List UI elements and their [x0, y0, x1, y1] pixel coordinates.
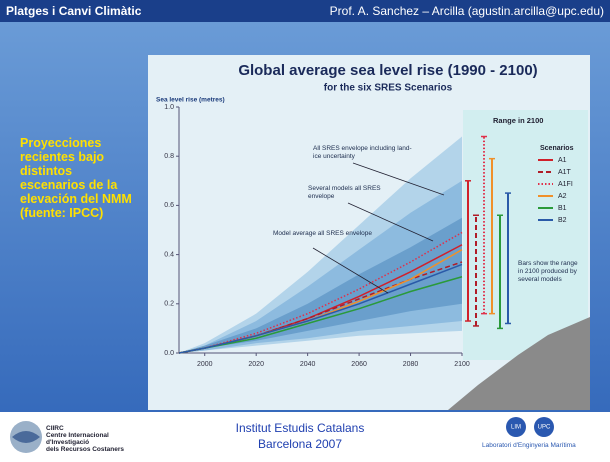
logo-text: LIM: [511, 425, 521, 431]
x-tick-label: 2000: [197, 361, 213, 368]
shore-image: [448, 317, 590, 410]
y-tick-label: 1.0: [164, 104, 174, 111]
annotation-text: Bars show the range in 2100 produced by …: [518, 260, 578, 283]
annotation: Several models all SRES envelope: [308, 185, 381, 200]
annotation-arrow: [347, 202, 434, 242]
y-tick-label: 0.4: [164, 251, 174, 258]
x-tick-label: 2100: [454, 361, 470, 368]
annotation: Bars show the range in 2100 produced by …: [518, 260, 578, 283]
logo-line: dels Recursos Costaners: [46, 446, 125, 453]
y-axis-label: Sea level rise (metres): [156, 97, 225, 104]
y-tick-label: 0.0: [164, 350, 174, 357]
annotation: Model average all SRES envelope: [273, 230, 373, 237]
footer-line: Barcelona 2007: [257, 437, 343, 451]
footer-line: Institut Estudis Catalans: [235, 421, 365, 435]
annotation-text: Model average all SRES envelope: [273, 230, 373, 237]
legend-label: B1: [558, 205, 567, 212]
legend-label: B2: [558, 217, 567, 224]
legend-label: A1FI: [558, 181, 573, 188]
logo-line: Centre Internacional: [46, 432, 109, 439]
legend-label: A1T: [558, 169, 572, 176]
y-tick-label: 0.8: [164, 153, 174, 160]
legend-label: A1: [558, 157, 567, 164]
annotation-arrow: [352, 162, 445, 196]
footer: CIIRC Centre Internacional d'Investigaci…: [0, 412, 610, 462]
inset-title: Range in 2100: [493, 116, 543, 125]
right-logo-text: Laboratori d'Enginyeria Marítima: [482, 442, 576, 449]
series-line: [178, 263, 463, 354]
lim-logo: LIM UPC: [506, 417, 554, 437]
chart-subtitle: for the six SRES Scenarios: [324, 83, 453, 94]
series-line: [178, 231, 463, 354]
ciirc-logo: [10, 421, 42, 453]
chart: Global average sea level rise (1990 - 21…: [148, 55, 590, 410]
legend-label: A2: [558, 193, 567, 200]
logo-line: d'Investigació: [46, 439, 90, 446]
left-logo-text: CIIRC Centre Internacional d'Investigaci…: [46, 425, 124, 453]
chart-title: Global average sea level rise (1990 - 21…: [238, 62, 537, 79]
x-tick-label: 2020: [248, 361, 264, 368]
annotation: All SRES envelope including land-ice unc…: [313, 145, 412, 160]
logo-line: CIIRC: [46, 425, 64, 432]
annotation-arrow: [312, 247, 389, 294]
annotation-text: Several models all SRES envelope: [308, 185, 381, 200]
x-tick-label: 2060: [351, 361, 367, 368]
slide-title: Platges i Canvi Climàtic: [6, 4, 142, 18]
author: Prof. A. Sanchez – Arcilla (agustin.arci…: [329, 4, 604, 18]
y-tick-label: 0.6: [164, 202, 174, 209]
y-tick-label: 0.2: [164, 301, 174, 308]
x-tick-label: 2040: [300, 361, 316, 368]
annotation-text: All SRES envelope including land-ice unc…: [313, 145, 412, 160]
sidebar-text: Proyecciones recientes bajo distintos es…: [20, 136, 132, 220]
legend-title: Scenarios: [540, 145, 574, 152]
logo-text: UPC: [538, 425, 551, 431]
x-tick-label: 2080: [403, 361, 419, 368]
header-bar: Platges i Canvi Climàtic Prof. A. Sanche…: [0, 0, 610, 22]
